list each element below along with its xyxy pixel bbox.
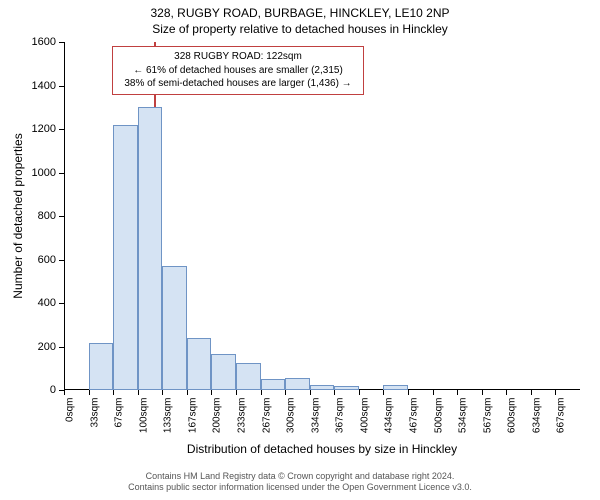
plot-area: 328 RUGBY ROAD: 122sqm ← 61% of detached… — [64, 42, 580, 390]
xtick-label: 400sqm — [355, 398, 370, 434]
annotation-line-1: 328 RUGBY ROAD: 122sqm — [119, 50, 357, 64]
xtick-mark — [261, 390, 262, 395]
xtick-label: 200sqm — [208, 398, 223, 434]
histogram-bar — [187, 338, 212, 390]
histogram-bar — [113, 125, 138, 390]
xtick-label: 300sqm — [282, 398, 297, 434]
xtick-label: 0sqm — [61, 398, 76, 422]
footer: Contains HM Land Registry data © Crown c… — [0, 471, 600, 494]
xtick-label: 634sqm — [527, 398, 542, 434]
annotation-line-2: ← 61% of detached houses are smaller (2,… — [119, 64, 357, 78]
ytick-label: 0 — [50, 384, 64, 396]
xtick-mark — [211, 390, 212, 395]
xtick-mark — [236, 390, 237, 395]
histogram-bar — [236, 363, 261, 390]
xtick-mark — [64, 390, 65, 395]
title-line-2: Size of property relative to detached ho… — [0, 22, 600, 38]
xtick-mark — [359, 390, 360, 395]
xtick-label: 667sqm — [552, 398, 567, 434]
xtick-label: 567sqm — [478, 398, 493, 434]
xtick-mark — [531, 390, 532, 395]
histogram-bar — [383, 385, 408, 390]
ytick-label: 1200 — [32, 123, 64, 135]
xtick-label: 233sqm — [233, 398, 248, 434]
histogram-bar — [162, 266, 187, 390]
xtick-label: 133sqm — [159, 398, 174, 434]
xtick-label: 467sqm — [405, 398, 420, 434]
ytick-label: 1000 — [32, 167, 64, 179]
xtick-mark — [187, 390, 188, 395]
xtick-label: 167sqm — [183, 398, 198, 434]
xtick-label: 100sqm — [134, 398, 149, 434]
xtick-mark — [433, 390, 434, 395]
xtick-mark — [334, 390, 335, 395]
ytick-label: 600 — [38, 254, 64, 266]
histogram-bar — [334, 386, 359, 390]
xtick-mark — [310, 390, 311, 395]
xtick-mark — [162, 390, 163, 395]
ytick-label: 400 — [38, 297, 64, 309]
xtick-mark — [408, 390, 409, 395]
xtick-mark — [138, 390, 139, 395]
ytick-label: 1400 — [32, 80, 64, 92]
histogram-bar — [211, 354, 236, 390]
ytick-label: 800 — [38, 210, 64, 222]
x-axis-label: Distribution of detached houses by size … — [187, 442, 457, 456]
histogram-bar — [310, 385, 335, 390]
xtick-mark — [113, 390, 114, 395]
histogram-bar — [261, 379, 286, 390]
histogram-bar — [285, 378, 310, 390]
title-block: 328, RUGBY ROAD, BURBAGE, HINCKLEY, LE10… — [0, 0, 600, 39]
ytick-label: 1600 — [32, 36, 64, 48]
xtick-mark — [482, 390, 483, 395]
footer-line-1: Contains HM Land Registry data © Crown c… — [0, 471, 600, 483]
xtick-label: 267sqm — [257, 398, 272, 434]
annotation-line-3: 38% of semi-detached houses are larger (… — [119, 77, 357, 91]
xtick-label: 33sqm — [85, 398, 100, 428]
y-axis-label: Number of detached properties — [11, 133, 25, 298]
xtick-label: 367sqm — [331, 398, 346, 434]
xtick-mark — [285, 390, 286, 395]
xtick-mark — [383, 390, 384, 395]
xtick-mark — [89, 390, 90, 395]
ytick-label: 200 — [38, 341, 64, 353]
xtick-label: 334sqm — [306, 398, 321, 434]
xtick-mark — [555, 390, 556, 395]
histogram-bar — [138, 107, 163, 390]
xtick-mark — [506, 390, 507, 395]
xtick-label: 500sqm — [429, 398, 444, 434]
xtick-label: 600sqm — [503, 398, 518, 434]
chart-container: 328, RUGBY ROAD, BURBAGE, HINCKLEY, LE10… — [0, 0, 600, 500]
title-line-1: 328, RUGBY ROAD, BURBAGE, HINCKLEY, LE10… — [0, 6, 600, 22]
footer-line-2: Contains public sector information licen… — [0, 482, 600, 494]
xtick-label: 67sqm — [110, 398, 125, 428]
xtick-label: 534sqm — [454, 398, 469, 434]
annotation-box: 328 RUGBY ROAD: 122sqm ← 61% of detached… — [112, 46, 364, 95]
histogram-bar — [89, 343, 114, 390]
y-axis-line — [64, 42, 65, 390]
xtick-label: 434sqm — [380, 398, 395, 434]
xtick-mark — [457, 390, 458, 395]
